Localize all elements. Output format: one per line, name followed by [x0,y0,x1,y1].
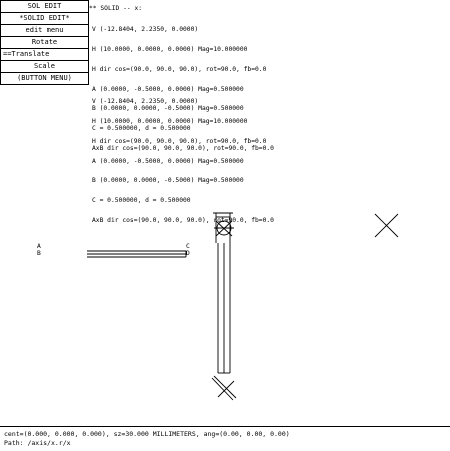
param-line: B (0.0000, 0.0000, -0.5000) Mag=0.500000 [92,105,244,113]
menu-item-button-menu[interactable]: (BUTTON MENU) [17,74,72,82]
vertex-label-c: C [186,243,190,250]
param-line: C = 0.500000, d = 0.500000 [92,125,191,133]
menu-item-translate[interactable]: ==Translate [1,49,88,61]
param-line: AxB dir cos=(90.0, 90.0, 90.0), rot=90.0… [92,144,274,152]
param-line: V (-12.8404, 2.2350, 0.0000) [92,26,199,34]
status-view-params: cent=(0.000, 0.000, 0.000), sz=30.000 MI… [4,430,290,438]
param-line: H (10.0000, 0.0000, 0.0000) Mag=10.00000… [92,117,248,125]
menu-item-sol-edit[interactable]: SOL EDIT [1,1,88,13]
param-line: A (0.0000, -0.5000, 0.0000) Mag=0.500000 [92,85,244,93]
menu-item-scale[interactable]: Scale [1,61,88,73]
vertex-label-b: B [37,250,41,257]
param-line: H dir cos=(90.0, 90.0, 90.0), rot=90.0, … [92,65,267,73]
vertex-label-a: A [37,243,41,250]
bottom-axis-cross [211,375,237,401]
solid-params-bottom: V (-12.8404, 2.2350, 0.0000) H (10.0000,… [92,86,274,231]
param-line: AxB dir cos=(90.0, 90.0, 90.0), rot=90.0… [92,216,274,224]
vertical-axis-model [213,212,234,374]
vertex-label-d: D [186,250,190,257]
menu-item-rotate[interactable]: Rotate [1,37,88,49]
horizontal-rod [87,250,187,258]
menu-item-edit-menu[interactable]: edit menu [1,25,88,37]
menu-item-solid-edit[interactable]: *SOLID EDIT* [1,13,88,25]
param-line: C = 0.500000, d = 0.500000 [92,197,191,205]
param-line: B (0.0000, 0.0000, -0.5000) Mag=0.500000 [92,177,244,185]
solid-params-top: V (-12.8404, 2.2350, 0.0000) H (10.0000,… [92,14,274,159]
param-line: H (10.0000, 0.0000, 0.0000) Mag=10.00000… [92,45,248,53]
origin-cross-marker [374,213,399,238]
param-line: H dir cos=(90.0, 90.0, 90.0), rot=90.0, … [92,137,267,145]
param-line: V (-12.8404, 2.2350, 0.0000) [92,98,199,106]
solid-header-title: ** SOLID -- x: [89,5,143,12]
edit-menu-panel: SOL EDIT *SOLID EDIT* edit menu Rotate =… [0,0,89,85]
status-path: Path: /axis/x.r/x [4,439,71,447]
status-bar: cent=(0.000, 0.000, 0.000), sz=30.000 MI… [0,426,450,451]
param-line: A (0.0000, -0.5000, 0.0000) Mag=0.500000 [92,157,244,165]
